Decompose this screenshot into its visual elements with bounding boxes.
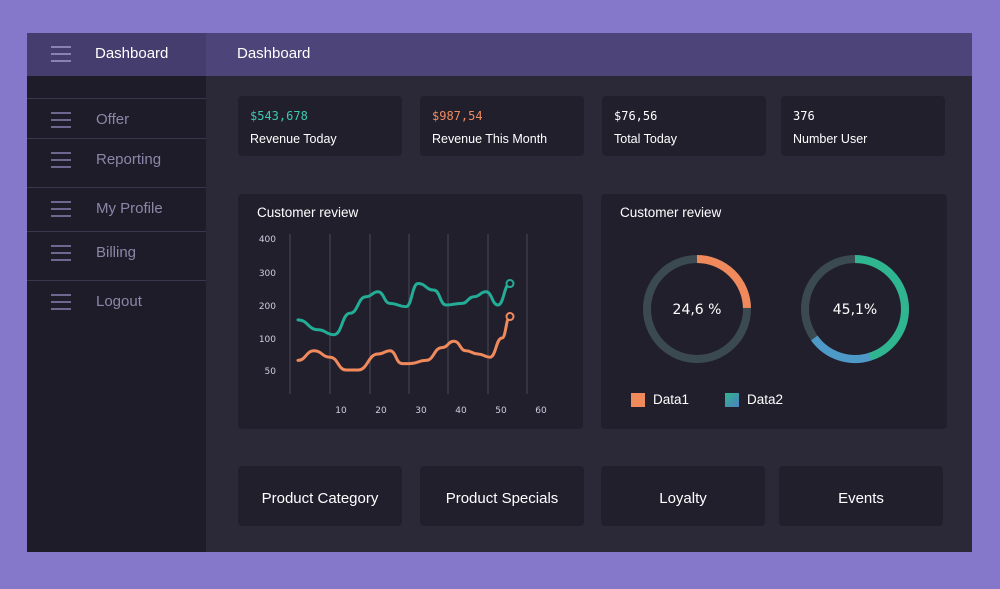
sidebar-item-label: Reporting — [96, 151, 162, 168]
chart-title: Customer review — [620, 205, 722, 220]
x-tick-label: 20 — [375, 406, 387, 416]
stat-card-total-today: $76,56 Total Today — [602, 96, 766, 156]
menu-icon — [51, 201, 71, 217]
stat-card-number-user: 376 Number User — [781, 96, 945, 156]
sidebar-item-my-profile[interactable]: My Profile — [27, 187, 206, 232]
button-label: Product Specials — [445, 490, 559, 507]
donut-slice — [801, 255, 909, 363]
x-tick-label: 40 — [455, 406, 467, 416]
series-line — [296, 315, 512, 372]
top-bar-brand-area: Dashboard — [27, 33, 206, 76]
product-specials-button[interactable]: Product Specials — [420, 466, 584, 526]
stat-card-revenue-today: $543,678 Revenue Today — [238, 96, 402, 156]
y-tick-label: 300 — [259, 269, 276, 279]
stat-label: Total Today — [614, 132, 678, 146]
series-line — [296, 282, 512, 337]
series-end-point — [505, 312, 515, 322]
menu-icon — [51, 152, 71, 168]
line-chart-card: Customer review 50 100 200 300 400 10 20 30 40 50… — [238, 194, 583, 429]
y-tick-label: 100 — [259, 335, 276, 345]
sidebar-item-offer[interactable]: Offer — [27, 98, 206, 143]
y-tick-label: 200 — [259, 302, 276, 312]
button-label: Product Category — [261, 490, 379, 507]
page-title: Dashboard — [237, 45, 311, 62]
stat-card-revenue-month: $987,54 Revenue This Month — [420, 96, 584, 156]
button-label: Events — [838, 490, 884, 507]
donut-slice — [801, 255, 909, 363]
donut-chart-card: Customer review 24,6 % 45,1% Data1 Data2 — [601, 194, 947, 429]
sidebar-item-label: Offer — [96, 111, 130, 128]
dashboard-window: Dashboard Dashboard Offer Reporting My P… — [27, 33, 972, 552]
sidebar-item-logout[interactable]: Logout — [27, 280, 206, 325]
legend-swatch — [725, 392, 739, 407]
legend-label: Data1 — [653, 392, 690, 407]
sidebar-item-label: My Profile — [96, 200, 163, 217]
stat-label: Revenue This Month — [432, 132, 548, 146]
stat-value: $76,56 — [614, 109, 658, 123]
loyalty-button[interactable]: Loyalty — [601, 466, 765, 526]
stat-label: Number User — [793, 132, 868, 146]
stat-label: Revenue Today — [250, 132, 337, 146]
menu-icon — [51, 245, 71, 261]
x-tick-label: 10 — [335, 406, 347, 416]
sidebar-item-label: Logout — [96, 293, 142, 310]
sidebar-item-reporting[interactable]: Reporting — [27, 138, 206, 183]
legend-item-data1: Data1 — [631, 392, 689, 407]
series-end-point — [505, 279, 515, 289]
sidebar: Offer Reporting My Profile Billing Logou… — [27, 76, 206, 552]
y-tick-label: 50 — [265, 367, 277, 377]
donut-center-label: 24,6 % — [673, 302, 722, 318]
x-tick-label: 60 — [535, 406, 547, 416]
legend-label: Data2 — [747, 392, 784, 407]
sidebar-item-billing[interactable]: Billing — [27, 231, 206, 276]
donut-charts: 24,6 % 45,1% — [643, 255, 909, 363]
menu-icon[interactable] — [51, 46, 71, 62]
y-tick-label: 400 — [259, 235, 276, 245]
chart-title: Customer review — [257, 205, 359, 220]
x-tick-label: 30 — [415, 406, 427, 416]
legend-swatch — [631, 392, 645, 407]
stat-value: $987,54 — [432, 109, 483, 123]
donut-center-label: 45,1% — [833, 302, 877, 318]
app-title: Dashboard — [95, 45, 169, 62]
donut-slice — [643, 255, 751, 363]
legend-item-data2: Data2 — [725, 392, 783, 407]
button-label: Loyalty — [659, 490, 707, 507]
menu-icon — [51, 294, 71, 310]
sidebar-item-label: Billing — [96, 244, 137, 261]
menu-icon — [51, 112, 71, 128]
stat-value: 376 — [793, 109, 815, 123]
events-button[interactable]: Events — [779, 466, 943, 526]
top-bar: Dashboard Dashboard — [27, 33, 972, 76]
stat-value: $543,678 — [250, 109, 308, 123]
product-category-button[interactable]: Product Category — [238, 466, 402, 526]
x-tick-label: 50 — [495, 406, 507, 416]
line-chart: 50 100 200 300 400 10 20 30 40 50 60 — [259, 234, 547, 416]
